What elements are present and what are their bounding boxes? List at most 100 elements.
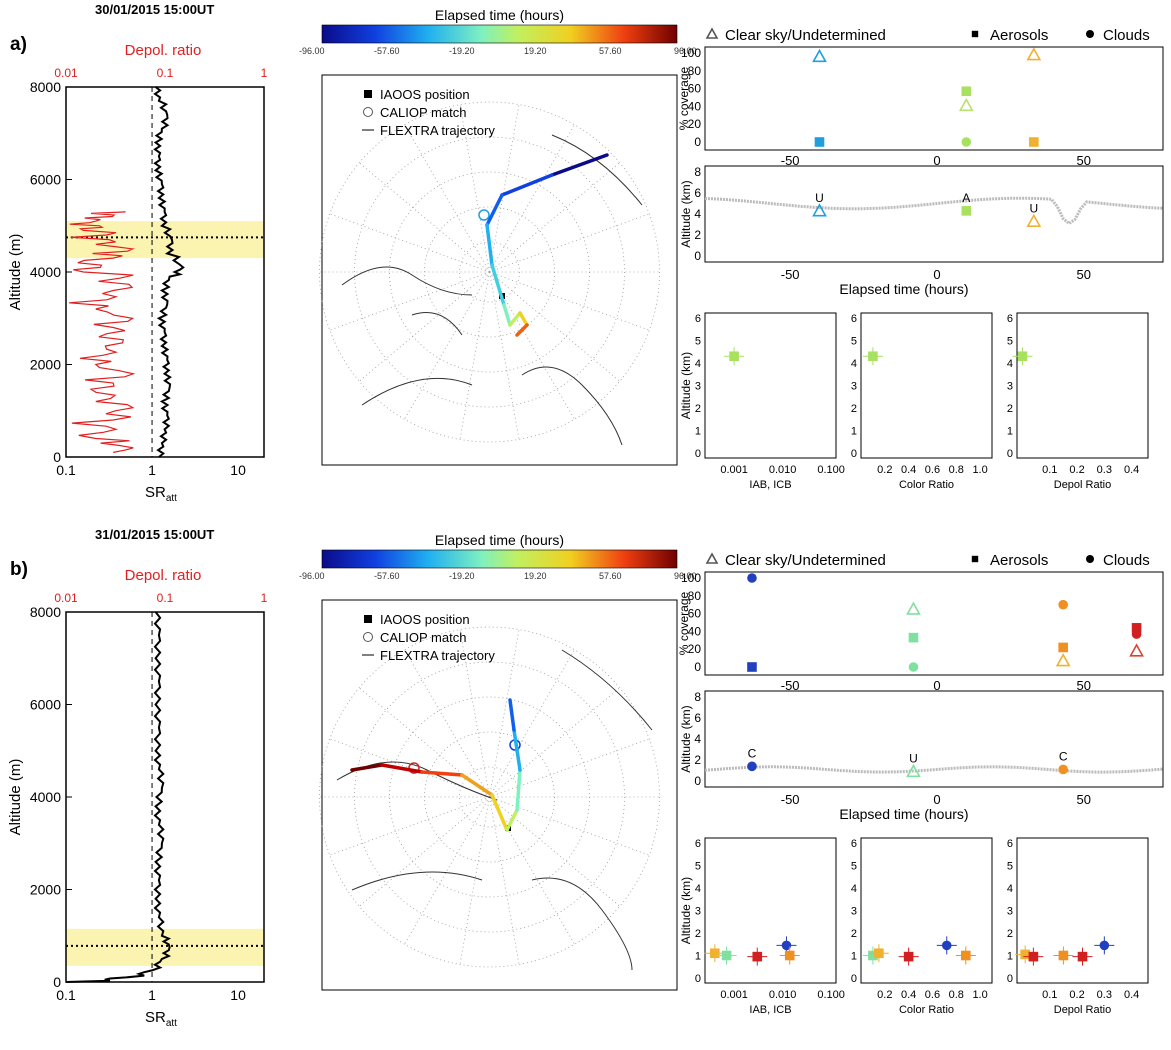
small-tick-label: 6 bbox=[851, 313, 857, 325]
track-marker bbox=[906, 763, 921, 778]
colorbar-tick-label: -57.60 bbox=[374, 571, 400, 581]
legend-iaoos-marker bbox=[364, 90, 372, 98]
alt-tick-label: 8000 bbox=[30, 604, 61, 620]
track-tick-label: 0 bbox=[694, 249, 701, 263]
small-marker bbox=[729, 351, 739, 362]
small-x-tick-label: 0.4 bbox=[1124, 464, 1139, 476]
small-tick-label: 3 bbox=[1007, 381, 1013, 393]
small-tick-label: 0 bbox=[1007, 973, 1013, 985]
sr-tick-label: 1 bbox=[148, 462, 156, 478]
alt-tick-label: 2000 bbox=[30, 357, 61, 373]
coverage-aerosol-marker bbox=[961, 86, 972, 97]
coverage-tick-label: 100 bbox=[681, 571, 701, 585]
sr-curve bbox=[153, 86, 185, 458]
track-tick-label: 6 bbox=[694, 186, 701, 200]
coverage-tick-label: 20 bbox=[688, 117, 702, 131]
legend-label: Aerosols bbox=[990, 552, 1048, 569]
legend-label: CALIOP match bbox=[380, 105, 466, 120]
coverage-frame bbox=[704, 571, 1164, 676]
alt-tick-label: 2000 bbox=[30, 882, 61, 898]
legend-clear-marker bbox=[705, 27, 719, 39]
meridian-line bbox=[489, 796, 520, 967]
meridian-line bbox=[489, 271, 622, 383]
track-marker bbox=[747, 761, 757, 772]
coverage-clear-marker bbox=[812, 48, 827, 63]
coverage-clear-marker bbox=[1026, 47, 1042, 61]
trajectory-segment bbox=[490, 793, 509, 832]
alt-tick-label: 0 bbox=[53, 974, 61, 990]
track-marker-label: U bbox=[909, 752, 918, 766]
time-tick-label: 50 bbox=[1076, 792, 1090, 807]
track-tick-label: 8 bbox=[694, 165, 701, 179]
small-x-tick-label: 0.001 bbox=[720, 989, 748, 1001]
depol-tick-label: 0.01 bbox=[54, 591, 78, 605]
coverage-cloud-marker bbox=[961, 137, 972, 147]
meridian-line bbox=[327, 271, 490, 332]
meridian-line bbox=[489, 271, 520, 442]
panel-letter: b) bbox=[10, 559, 28, 580]
legend-label: FLEXTRA trajectory bbox=[380, 648, 495, 663]
meridian-line bbox=[403, 647, 490, 798]
coverage-tick-label: 60 bbox=[688, 82, 702, 96]
small-x-tick-label: 0.8 bbox=[949, 464, 964, 476]
coverage-aerosol-marker bbox=[1131, 623, 1142, 633]
colorbar-tick-label: 57.60 bbox=[599, 46, 622, 56]
depol-tick-label: 0.01 bbox=[54, 66, 78, 80]
legend-label: IAOOS position bbox=[380, 87, 470, 102]
small-tick-label: 2 bbox=[695, 403, 701, 415]
small-tick-label: 1 bbox=[851, 426, 857, 438]
small-tick-label: 2 bbox=[851, 403, 857, 415]
time-tick-label: 0 bbox=[933, 678, 940, 693]
coverage-axis-title: % coverage bbox=[677, 591, 691, 655]
track-frame bbox=[704, 690, 1164, 788]
coverage-tick-label: 80 bbox=[688, 64, 702, 78]
alt-tick-label: 4000 bbox=[30, 789, 61, 805]
colorbar-tick-label: 19.20 bbox=[524, 46, 547, 56]
trajectory-segment bbox=[350, 763, 384, 772]
small-tick-label: 5 bbox=[1007, 861, 1013, 873]
meridian-line bbox=[459, 627, 490, 798]
time-tick-label: -50 bbox=[781, 678, 800, 693]
legend-label: Clear sky/Undetermined bbox=[725, 552, 886, 569]
small-x-tick-label: 0.4 bbox=[901, 989, 916, 1001]
small-x-tick-label: 0.6 bbox=[925, 464, 940, 476]
small-marker bbox=[781, 940, 792, 951]
sr-tick-label: 0.1 bbox=[56, 462, 76, 478]
small-tick-label: 3 bbox=[1007, 906, 1013, 918]
meridian-line bbox=[489, 122, 576, 273]
legend-label: FLEXTRA trajectory bbox=[380, 123, 495, 138]
small-marker bbox=[1077, 951, 1088, 962]
colorbar-tick-label: 96.00 bbox=[674, 46, 697, 56]
altitude-axis-title: Altitude (m) bbox=[7, 759, 24, 836]
legend-label: IAOOS position bbox=[380, 612, 470, 627]
time-tick-label: 0 bbox=[933, 267, 940, 282]
coverage-tick-label: 100 bbox=[681, 46, 701, 60]
trajectory-segment bbox=[515, 323, 529, 337]
track-marker-label: A bbox=[962, 191, 970, 205]
small-tick-label: 3 bbox=[851, 906, 857, 918]
small-marker bbox=[941, 940, 952, 951]
small-tick-label: 4 bbox=[1007, 883, 1013, 895]
small-tick-label: 5 bbox=[851, 861, 857, 873]
small-marker bbox=[903, 951, 914, 962]
depol-curve bbox=[69, 211, 136, 453]
legend-iaoos-marker bbox=[364, 615, 372, 623]
time-tick-label: -50 bbox=[781, 792, 800, 807]
depol-tick-label: 0.1 bbox=[157, 591, 174, 605]
colorbar-tick-label: 96.00 bbox=[674, 571, 697, 581]
track-axis-title: Altitude (km) bbox=[679, 180, 693, 247]
small-tick-label: 2 bbox=[851, 928, 857, 940]
colorbar bbox=[321, 549, 678, 569]
alt-tick-label: 0 bbox=[53, 449, 61, 465]
coverage-tick-label: 20 bbox=[688, 642, 702, 656]
meridian-line bbox=[459, 102, 490, 273]
small-tick-label: 3 bbox=[695, 381, 701, 393]
small-tick-label: 5 bbox=[851, 336, 857, 348]
map-frame bbox=[321, 74, 678, 466]
elapsed-axis-title: Elapsed time (hours) bbox=[839, 281, 968, 297]
trajectory-segment bbox=[485, 223, 494, 267]
small-axis-title: Altitude (km) bbox=[679, 352, 693, 419]
small-tick-label: 1 bbox=[1007, 951, 1013, 963]
small-tick-label: 5 bbox=[695, 861, 701, 873]
